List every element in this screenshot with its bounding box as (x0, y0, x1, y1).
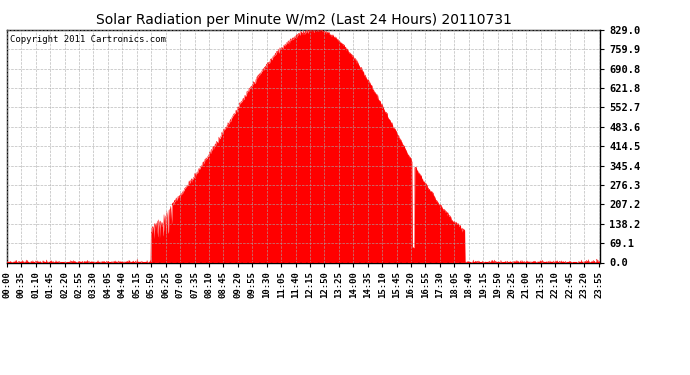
Title: Solar Radiation per Minute W/m2 (Last 24 Hours) 20110731: Solar Radiation per Minute W/m2 (Last 24… (96, 13, 511, 27)
Text: Copyright 2011 Cartronics.com: Copyright 2011 Cartronics.com (10, 34, 166, 44)
